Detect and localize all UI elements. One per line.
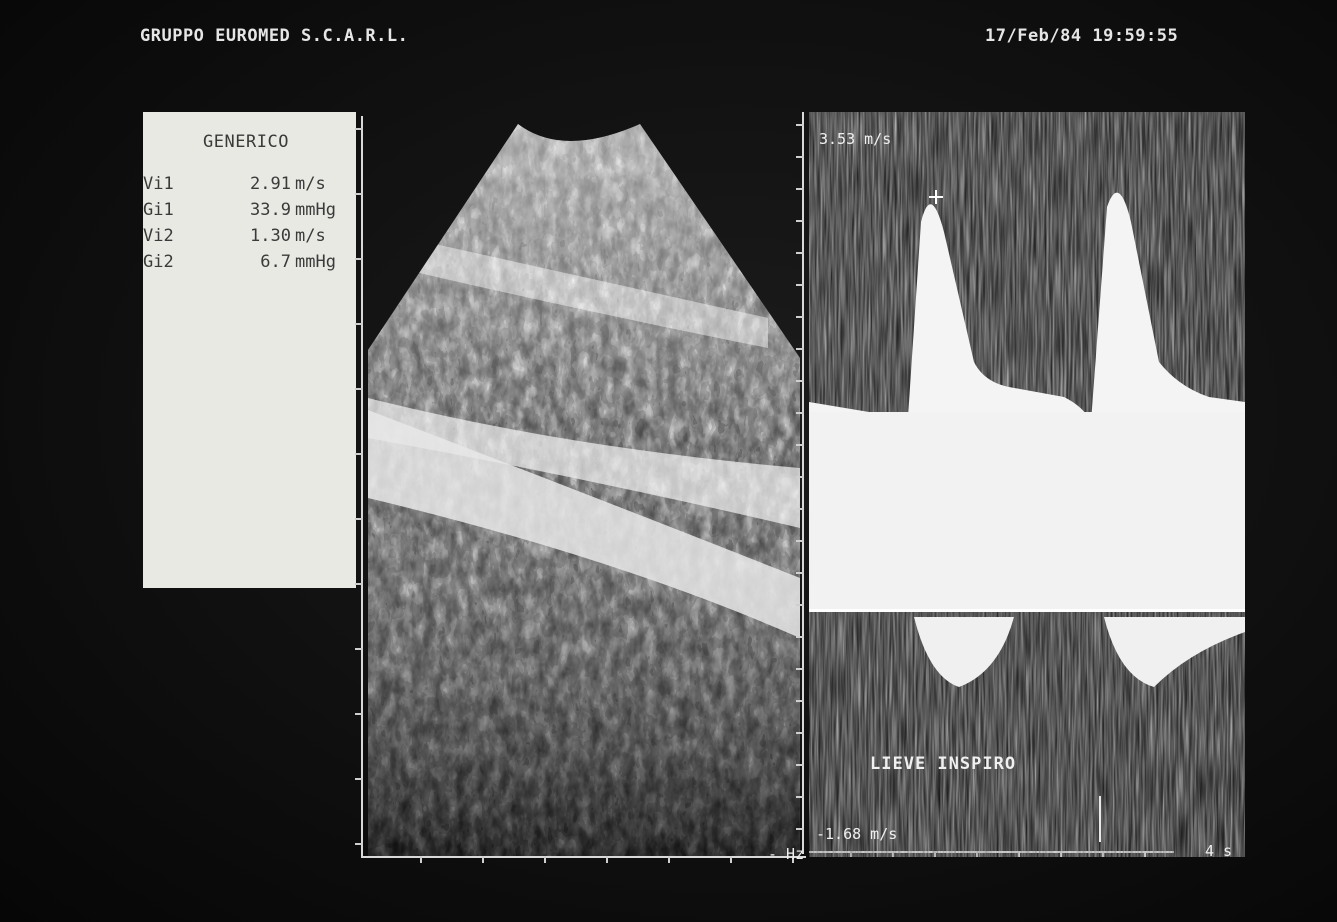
measurement-value: 2.91 <box>250 174 291 194</box>
scale-tick <box>796 220 804 222</box>
measurement-row: Vi2 1.30 m/s <box>143 226 353 250</box>
scale-tick <box>355 193 363 195</box>
scale-tick <box>796 188 804 190</box>
bottom-scale-line <box>362 856 806 858</box>
scale-tick <box>796 444 804 446</box>
scale-tick <box>355 388 363 390</box>
scale-tick <box>796 796 804 798</box>
doppler-envelope-negative <box>914 617 1014 687</box>
scale-tick <box>796 316 804 318</box>
measurement-label: Vi1 <box>143 174 174 194</box>
annotation-label: LIEVE INSPIRO <box>870 754 1017 774</box>
datetime-label: 17/Feb/84 19:59:55 <box>985 26 1179 46</box>
scale-tick <box>355 128 363 130</box>
measurement-unit: m/s <box>295 226 326 246</box>
scale-tick <box>355 648 363 650</box>
scale-tick <box>796 540 804 542</box>
measurement-unit: mmHg <box>295 200 336 220</box>
scale-tick <box>482 856 484 863</box>
measurement-unit: mmHg <box>295 252 336 272</box>
scale-tick <box>796 828 804 830</box>
scale-tick <box>796 572 804 574</box>
scale-tick <box>730 856 732 863</box>
velocity-min-label: -1.68 m/s <box>816 825 898 843</box>
peak-cursor <box>935 190 937 204</box>
measurement-value: 1.30 <box>250 226 291 246</box>
scale-tick <box>796 252 804 254</box>
scale-tick <box>796 668 804 670</box>
scale-tick <box>796 156 804 158</box>
depth-scale-line <box>361 116 363 858</box>
measurement-row: Vi1 2.91 m/s <box>143 174 353 198</box>
measurement-unit: m/s <box>295 174 326 194</box>
scale-tick <box>796 700 804 702</box>
measurement-title: GENERICO <box>203 132 289 152</box>
doppler-envelope-negative <box>1104 617 1245 687</box>
scale-tick <box>355 258 363 260</box>
scale-tick <box>355 518 363 520</box>
scale-tick <box>796 380 804 382</box>
time-cursor <box>1099 796 1101 842</box>
scale-tick <box>355 323 363 325</box>
b-mode-sector-image <box>368 124 800 856</box>
measurement-row: Gi2 6.7 mmHg <box>143 252 353 276</box>
measurement-value: 6.7 <box>260 252 291 272</box>
scale-tick <box>355 583 363 585</box>
doppler-spectrum <box>809 112 1245 857</box>
measurement-label: Vi2 <box>143 226 174 246</box>
scale-tick <box>792 856 794 863</box>
scale-tick <box>668 856 670 863</box>
scale-tick <box>796 604 804 606</box>
institution-label: GRUPPO EUROMED S.C.A.R.L. <box>140 26 409 46</box>
scale-tick <box>796 764 804 766</box>
scale-tick <box>796 412 804 414</box>
scale-tick <box>606 856 608 863</box>
measurement-label: Gi1 <box>143 200 174 220</box>
velocity-max-label: 3.53 m/s <box>819 130 892 148</box>
measurement-row: Gi1 33.9 mmHg <box>143 200 353 224</box>
sweep-time-label: 4 s <box>1205 842 1233 860</box>
doppler-baseline <box>809 609 1245 612</box>
measurement-panel: GENERICO Vi1 2.91 m/s Gi1 33.9 mmHg Vi2 … <box>143 112 356 588</box>
scale-tick <box>796 476 804 478</box>
scale-tick <box>420 856 422 863</box>
frequency-unit-label: - Hz <box>768 845 805 863</box>
scale-tick <box>544 856 546 863</box>
scale-tick <box>355 713 363 715</box>
scale-tick <box>355 453 363 455</box>
scale-tick <box>796 636 804 638</box>
scale-tick <box>796 284 804 286</box>
scale-tick <box>796 124 804 126</box>
doppler-scale-line <box>802 112 804 854</box>
scale-tick <box>796 508 804 510</box>
measurement-value: 33.9 <box>250 200 291 220</box>
scale-tick <box>796 732 804 734</box>
scale-tick <box>796 348 804 350</box>
scale-tick <box>355 778 363 780</box>
measurement-label: Gi2 <box>143 252 174 272</box>
scale-tick <box>355 843 363 845</box>
